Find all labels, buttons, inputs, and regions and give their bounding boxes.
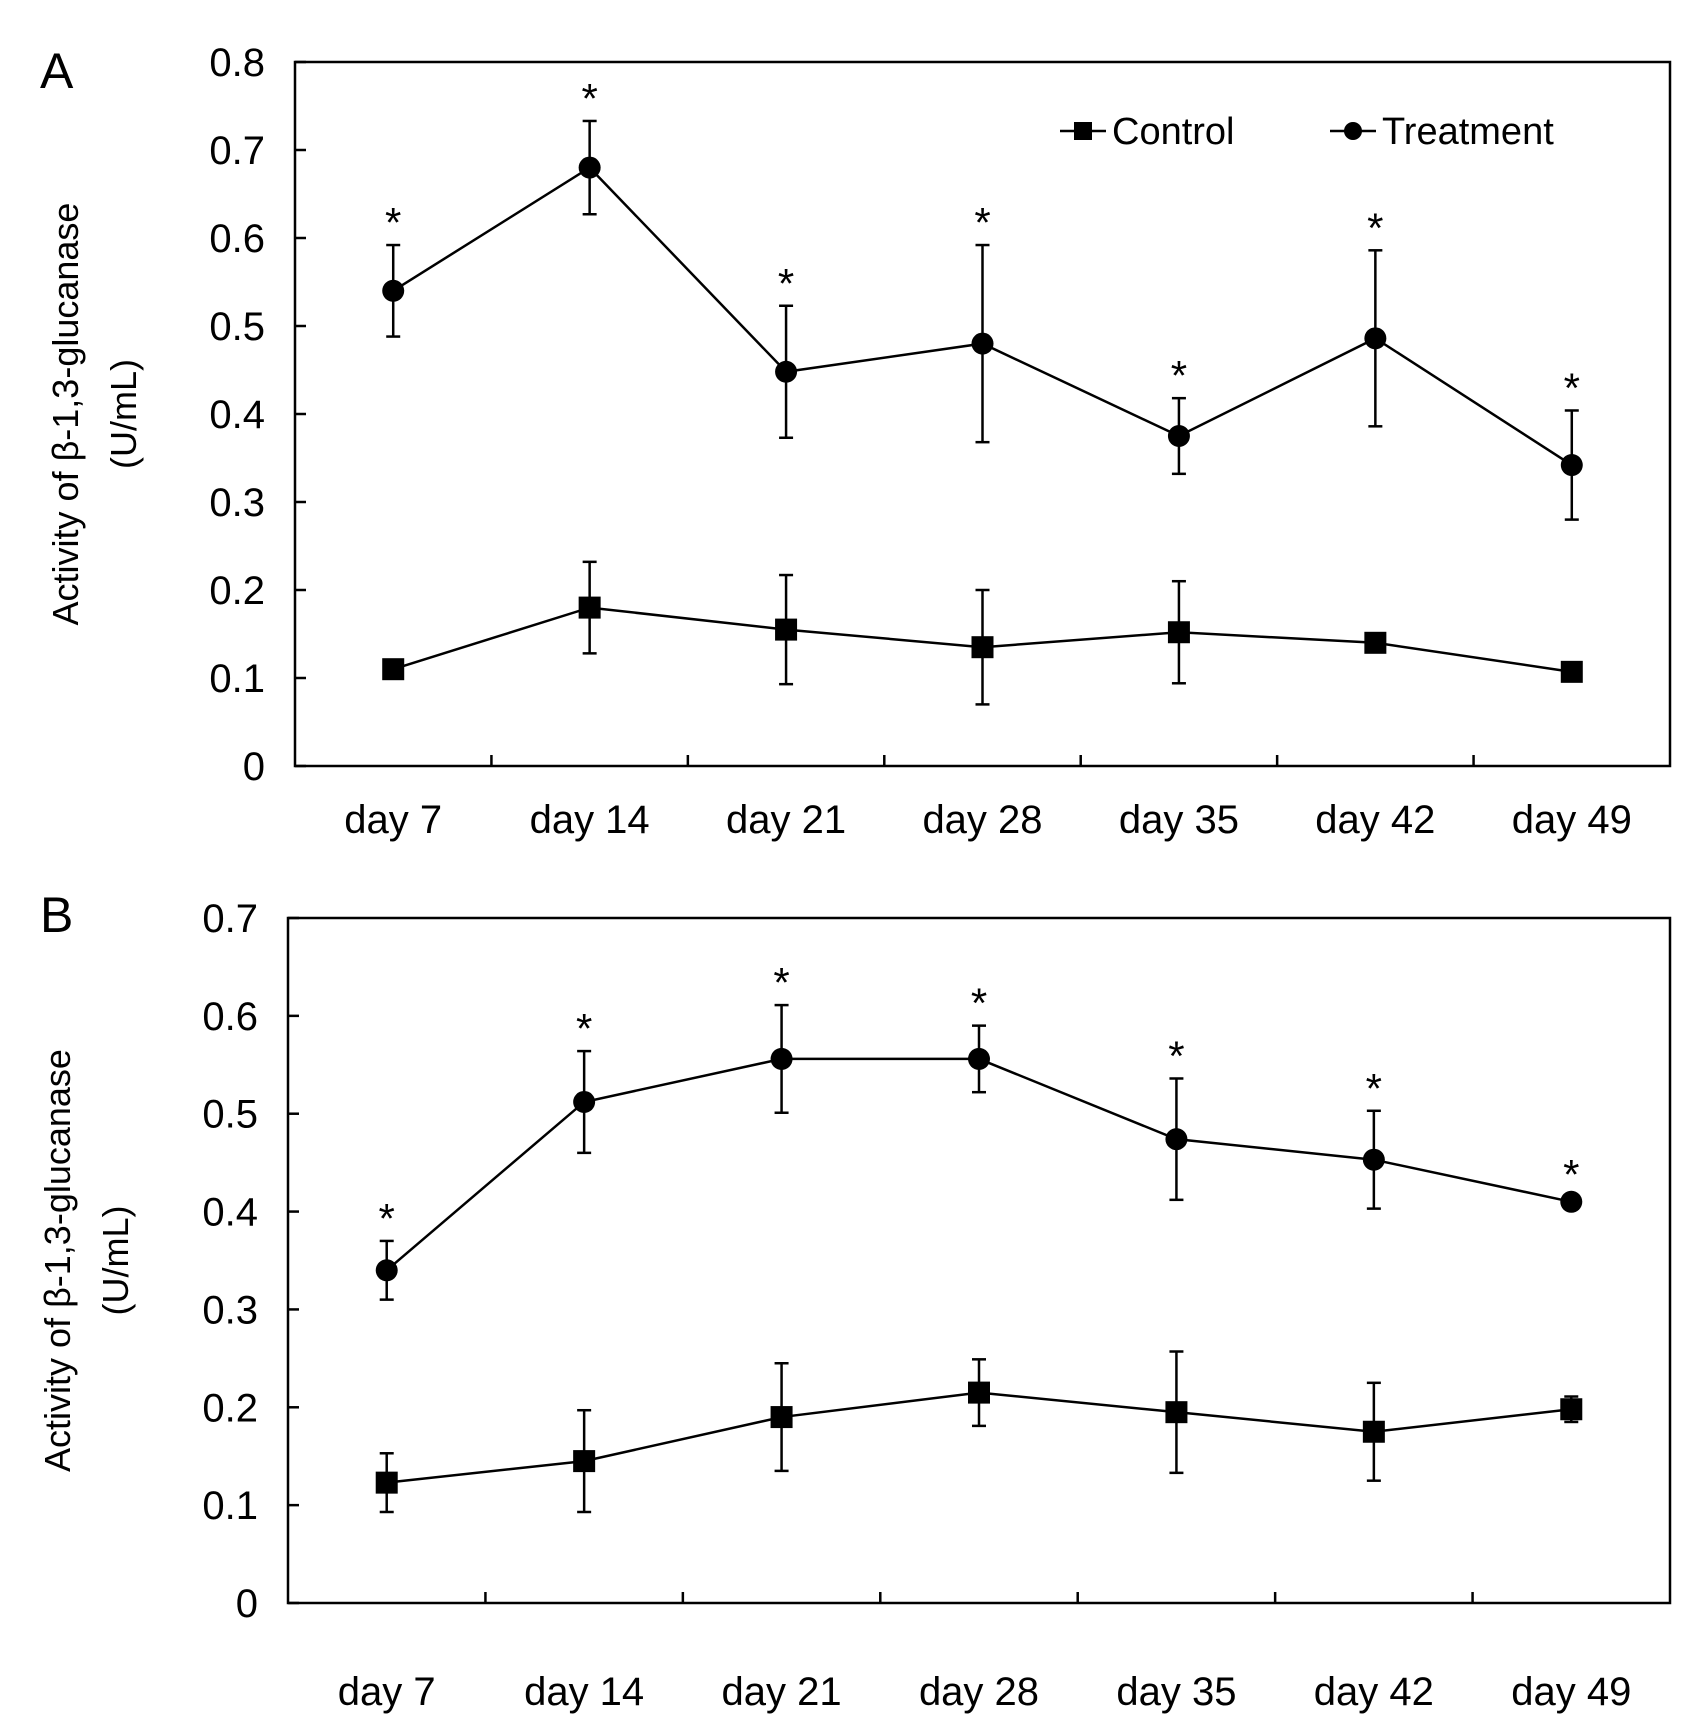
x-tick-label: day 35 — [1119, 798, 1239, 842]
significance-marker: * — [778, 260, 794, 307]
y-tick-label: 0.4 — [202, 1191, 258, 1235]
y-tick-label: 0 — [243, 745, 265, 789]
data-point-square — [573, 1450, 596, 1473]
data-point-circle — [1364, 327, 1387, 350]
data-point-square — [1362, 1420, 1385, 1443]
x-tick-label: day 14 — [530, 798, 650, 842]
y-tick-label: 0.1 — [209, 657, 265, 701]
data-point-square — [382, 658, 405, 681]
significance-marker: * — [576, 1005, 592, 1052]
legend-circle-marker — [1344, 122, 1362, 140]
data-point-circle — [375, 1259, 398, 1282]
significance-marker: * — [1171, 352, 1187, 399]
significance-marker: * — [1563, 1151, 1579, 1198]
y-tick-label: 0.3 — [202, 1288, 258, 1332]
significance-marker: * — [1168, 1032, 1184, 1079]
x-tick-label: day 7 — [344, 798, 442, 842]
legend-square-marker — [1074, 122, 1092, 140]
x-tick-label: day 14 — [524, 1670, 644, 1714]
y-tick-label: 0.6 — [202, 995, 258, 1039]
y-axis-label: Activity of β-1,3-glucanase — [37, 1049, 78, 1472]
significance-marker: * — [971, 980, 987, 1027]
data-point-circle — [775, 360, 798, 383]
y-tick-label: 0 — [236, 1582, 258, 1626]
significance-marker: * — [385, 199, 401, 246]
x-tick-label: day 28 — [922, 798, 1042, 842]
data-point-square — [1560, 660, 1583, 683]
x-tick-label: day 21 — [722, 1670, 842, 1714]
significance-marker: * — [974, 199, 990, 246]
data-point-circle — [1165, 1128, 1188, 1151]
data-point-square — [1364, 631, 1387, 654]
y-tick-label: 0.4 — [209, 393, 265, 437]
y-tick-label: 0.7 — [209, 129, 265, 173]
data-point-circle — [1560, 1190, 1583, 1213]
y-tick-label: 0.6 — [209, 217, 265, 261]
data-point-circle — [382, 279, 405, 302]
panel-label: A — [40, 43, 74, 99]
significance-marker: * — [773, 959, 789, 1006]
y-tick-label: 0.2 — [202, 1386, 258, 1430]
y-axis-unit: (U/mL) — [95, 1206, 136, 1316]
x-tick-label: day 7 — [338, 1670, 436, 1714]
significance-marker: * — [1564, 364, 1580, 411]
data-point-circle — [578, 156, 601, 179]
data-point-circle — [968, 1047, 990, 1070]
y-tick-label: 0.3 — [209, 481, 265, 525]
y-tick-label: 0.8 — [209, 41, 265, 85]
series-control — [375, 1350, 1583, 1514]
data-point-square — [775, 618, 798, 641]
x-tick-label: day 42 — [1314, 1670, 1434, 1714]
data-point-circle — [1560, 454, 1583, 477]
legend: Control Treatment — [1060, 111, 1554, 153]
significance-marker: * — [379, 1195, 395, 1242]
y-tick-label: 0.5 — [202, 1093, 258, 1137]
legend-label: Treatment — [1382, 111, 1554, 153]
data-point-circle — [1362, 1148, 1385, 1171]
y-tick-label: 0.5 — [209, 305, 265, 349]
y-tick-label: 0.7 — [202, 897, 258, 941]
panel-label: B — [40, 887, 73, 943]
data-point-circle — [770, 1047, 793, 1070]
series-control — [382, 560, 1583, 706]
x-tick-label: day 49 — [1511, 1670, 1631, 1714]
series-treatment — [382, 119, 1583, 521]
data-point-square — [1165, 1401, 1188, 1424]
y-axis-unit: (U/mL) — [103, 359, 144, 469]
y-axis-label: Activity of β-1,3-glucanase — [45, 203, 86, 626]
data-point-circle — [573, 1090, 596, 1113]
data-point-circle — [1167, 425, 1190, 447]
significance-marker: * — [1366, 1065, 1382, 1112]
data-point-circle — [971, 332, 994, 355]
data-point-square — [968, 1381, 990, 1404]
x-tick-label: day 35 — [1116, 1670, 1236, 1714]
x-tick-label: day 49 — [1512, 798, 1632, 842]
y-tick-label: 0.1 — [202, 1484, 258, 1528]
data-point-square — [578, 596, 601, 619]
x-tick-label: day 42 — [1315, 798, 1435, 842]
data-point-square — [1560, 1398, 1583, 1421]
data-point-square — [375, 1471, 398, 1494]
data-point-square — [770, 1406, 793, 1429]
x-tick-label: day 21 — [726, 798, 846, 842]
y-tick-label: 0.2 — [209, 569, 265, 613]
series-treatment — [375, 1003, 1583, 1301]
panel-b: B Activity of β-1,3-glucanase (U/mL) 0 0.1 0.… — [37, 887, 1672, 1714]
x-tick-label: day 28 — [919, 1670, 1039, 1714]
significance-marker: * — [1367, 204, 1383, 251]
legend-label: Control — [1112, 111, 1235, 153]
data-point-square — [1167, 621, 1190, 644]
data-point-square — [971, 636, 994, 659]
panel-a: A Activity of β-1,3-glucanase (U/mL) 0 0.1 0.… — [40, 41, 1672, 842]
significance-marker: * — [581, 75, 597, 122]
plot-frame — [286, 916, 1672, 1605]
